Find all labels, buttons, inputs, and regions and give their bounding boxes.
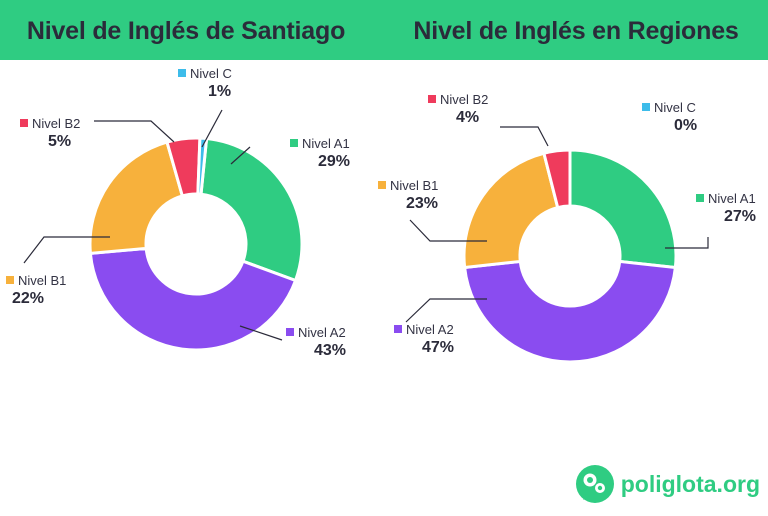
leader-line <box>201 109 223 148</box>
label-nivel-b2: Nivel B2 5% <box>20 116 175 150</box>
legend-marker <box>428 95 436 103</box>
label-nivel-c: Nivel C 1% <box>178 66 232 148</box>
leader-line <box>230 146 251 165</box>
chart-title-regiones: Nivel de Inglés en Regiones <box>413 17 739 45</box>
label-nivel-b2: Nivel B2 4% <box>428 92 549 147</box>
chart-title-santiago: Nivel de Inglés de Santiago <box>26 17 346 45</box>
slice-value: 1% <box>208 83 231 100</box>
legend-marker <box>290 139 298 147</box>
brand-logo[interactable]: poliglota.org <box>575 460 760 508</box>
slice-value: 23% <box>406 195 438 212</box>
slice-label: Nivel C <box>190 66 232 81</box>
slice-label: Nivel C <box>654 100 696 115</box>
label-nivel-a2: Nivel A2 43% <box>239 325 346 359</box>
donut-hole <box>146 194 246 294</box>
label-nivel-b1: Nivel B1 23% <box>378 178 487 242</box>
label-nivel-b1: Nivel B1 22% <box>6 236 110 307</box>
title-banner <box>0 0 768 60</box>
slice-value: 43% <box>314 342 346 359</box>
legend-marker <box>20 119 28 127</box>
leader-line <box>239 325 283 341</box>
poliglota-logo-icon <box>575 465 614 503</box>
leader-line <box>665 237 709 249</box>
legend-marker <box>696 194 704 202</box>
slice-value: 0% <box>674 117 697 134</box>
slice-label: Nivel A2 <box>406 322 454 337</box>
slice-label: Nivel A2 <box>298 325 346 340</box>
slice-value: 29% <box>318 153 350 170</box>
legend-marker <box>178 69 186 77</box>
slice-label: Nivel B1 <box>18 273 66 288</box>
label-nivel-a1: Nivel A1 27% <box>665 191 756 249</box>
slice-value: 5% <box>48 133 71 150</box>
slice-label: Nivel B2 <box>440 92 488 107</box>
label-nivel-a1: Nivel A1 29% <box>230 136 350 170</box>
legend-marker <box>642 103 650 111</box>
leader-line <box>94 120 175 143</box>
legend-marker <box>6 276 14 284</box>
leader-line <box>409 219 487 242</box>
leader-line <box>500 126 549 147</box>
slice-label: Nivel A1 <box>302 136 350 151</box>
brand-name: poliglota.org <box>620 470 760 497</box>
leader-line <box>23 236 110 264</box>
slice-value: 22% <box>12 290 44 307</box>
slice-value: 27% <box>724 208 756 225</box>
slice-label: Nivel B2 <box>32 116 80 131</box>
donut-hole <box>520 206 620 306</box>
legend-marker <box>394 325 402 333</box>
legend-marker <box>378 181 386 189</box>
legend-marker <box>286 328 294 336</box>
label-nivel-c: Nivel C 0% <box>642 100 697 134</box>
slice-nivel-a1 <box>568 148 678 270</box>
slice-value: 4% <box>456 109 479 126</box>
leader-line <box>405 298 487 323</box>
label-nivel-a2: Nivel A2 47% <box>394 298 487 356</box>
slice-label: Nivel B1 <box>390 178 438 193</box>
slice-value: 47% <box>422 339 454 356</box>
slice-label: Nivel A1 <box>708 191 756 206</box>
